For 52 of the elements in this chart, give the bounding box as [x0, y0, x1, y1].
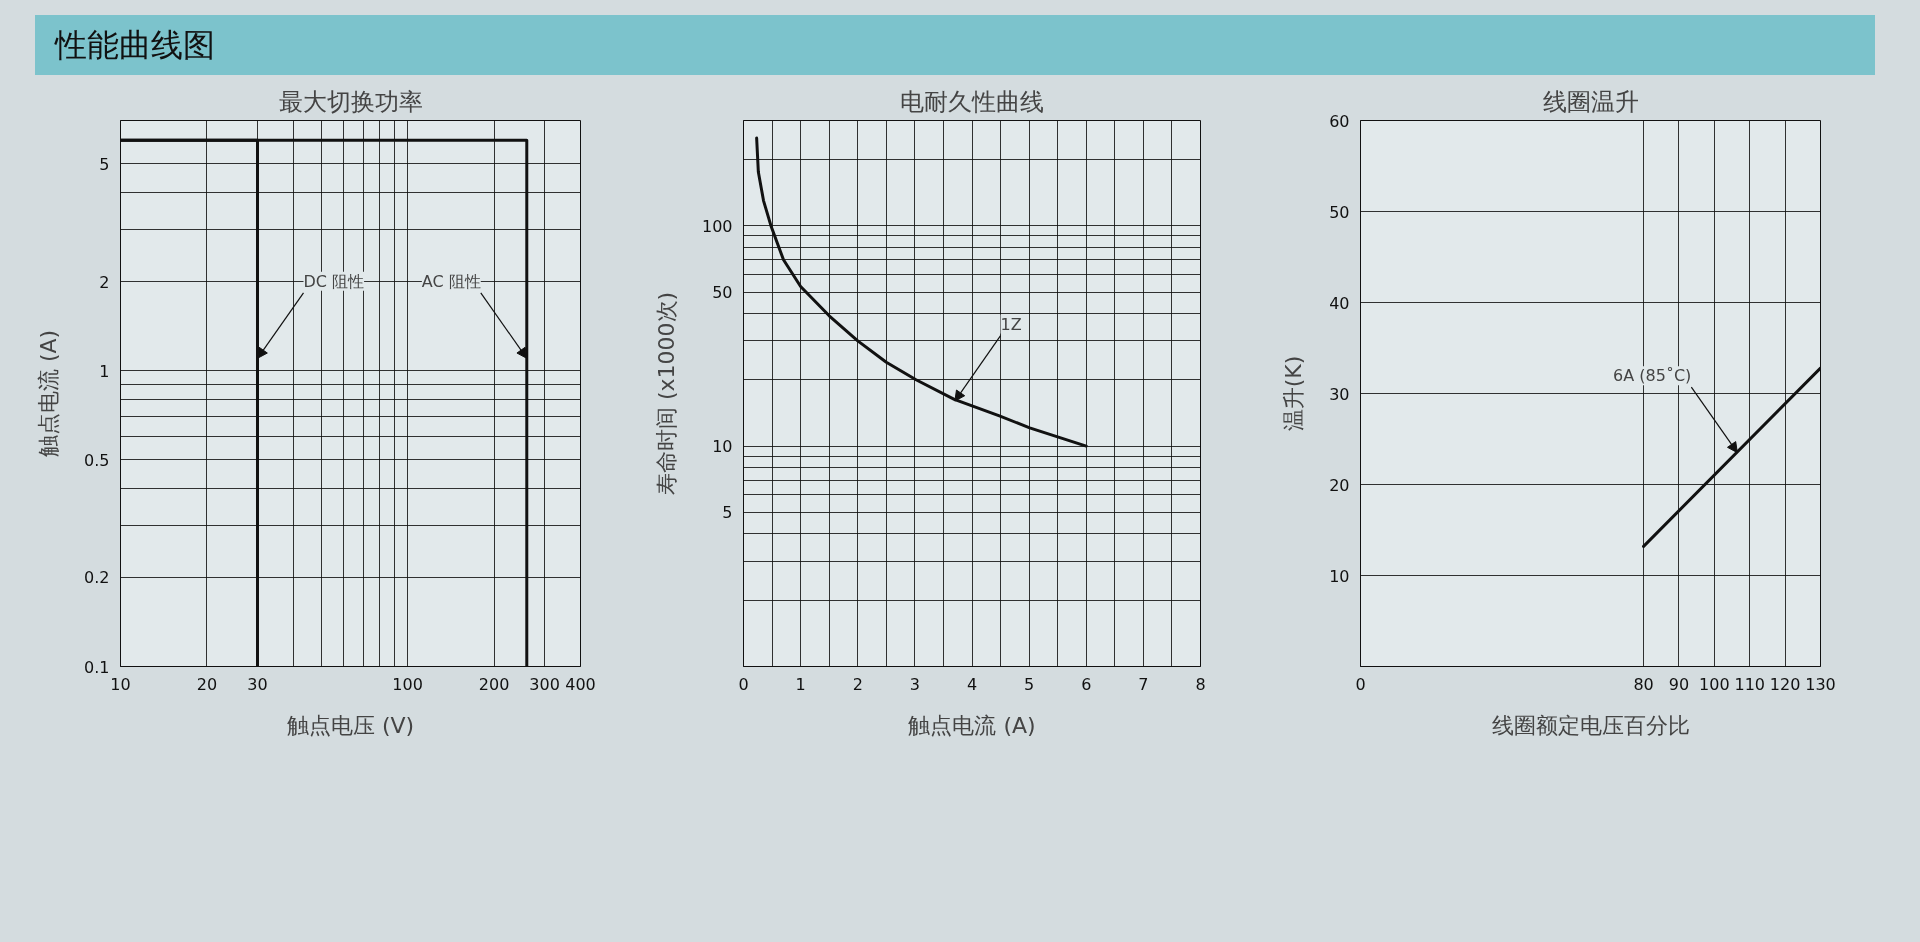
x-tick-label: 110	[1734, 674, 1766, 694]
annotation: DC 阻性	[303, 271, 365, 291]
y-tick-label: 0.1	[84, 657, 110, 677]
y-tick-label: 60	[1329, 111, 1350, 131]
y-tick-label: 40	[1329, 293, 1350, 313]
x-tick-label: 8	[1195, 674, 1206, 694]
x-tick-label: 3	[909, 674, 920, 694]
annotation: 6A (85˚C)	[1613, 366, 1692, 386]
text: 性能曲线图	[55, 25, 215, 66]
y-tick-label: 50	[712, 283, 733, 303]
y-tick-label: 2	[99, 272, 110, 292]
x-tick-label: 20	[196, 674, 218, 694]
x-tick-label: 200	[478, 674, 510, 694]
x-tick-label: 4	[966, 674, 978, 694]
y-tick-label: 50	[1329, 202, 1350, 222]
x-tick-label: 30	[247, 674, 268, 694]
y-tick-label: 30	[1329, 384, 1350, 404]
y-axis-title: 寿命时间 (x1000次)	[653, 291, 679, 496]
y-tick-label: 1	[99, 361, 110, 381]
y-tick-label: 100	[701, 216, 733, 236]
x-tick-label: 6	[1081, 674, 1092, 694]
x-tick-label: 0	[738, 674, 749, 694]
y-tick-label: 5	[722, 503, 733, 523]
y-tick-label: 10	[1329, 566, 1350, 586]
x-tick-label: 120	[1769, 674, 1801, 694]
y-axis-title: 触点电流 (A)	[36, 329, 62, 458]
y-tick-label: 0.5	[84, 450, 110, 470]
chart-title: 电耐久性曲线	[900, 87, 1044, 116]
x-axis-title: 线圈额定电压百分比	[1491, 712, 1690, 738]
x-tick-label: 300	[529, 674, 560, 694]
y-tick-label: 5	[99, 154, 110, 174]
x-tick-label: 80	[1633, 674, 1654, 694]
y-tick-label: 20	[1329, 475, 1350, 495]
x-tick-label: 7	[1138, 674, 1149, 694]
x-tick-label: 90	[1668, 674, 1690, 694]
x-tick-label: 100	[1699, 674, 1730, 694]
y-tick-label: 0.2	[84, 568, 110, 588]
chart-title: 线圈温升	[1542, 87, 1639, 116]
annotation: 1Z	[1000, 314, 1022, 334]
x-tick-label: 5	[1024, 674, 1035, 694]
chart-title: 最大切换功率	[278, 87, 423, 116]
x-axis-title: 触点电压 (V)	[286, 712, 415, 738]
y-tick-label: 10	[712, 437, 733, 457]
x-tick-label: 1	[795, 674, 806, 694]
x-tick-label: 2	[852, 674, 863, 694]
x-tick-label: 100	[392, 674, 423, 694]
annotation: AC 阻性	[421, 271, 481, 291]
x-tick-label: 130	[1805, 674, 1836, 694]
x-tick-label: 400	[565, 674, 596, 694]
y-axis-title: 温升(K)	[1281, 355, 1307, 432]
x-axis-title: 触点电流 (A)	[908, 712, 1036, 738]
x-tick-label: 0	[1355, 674, 1366, 694]
